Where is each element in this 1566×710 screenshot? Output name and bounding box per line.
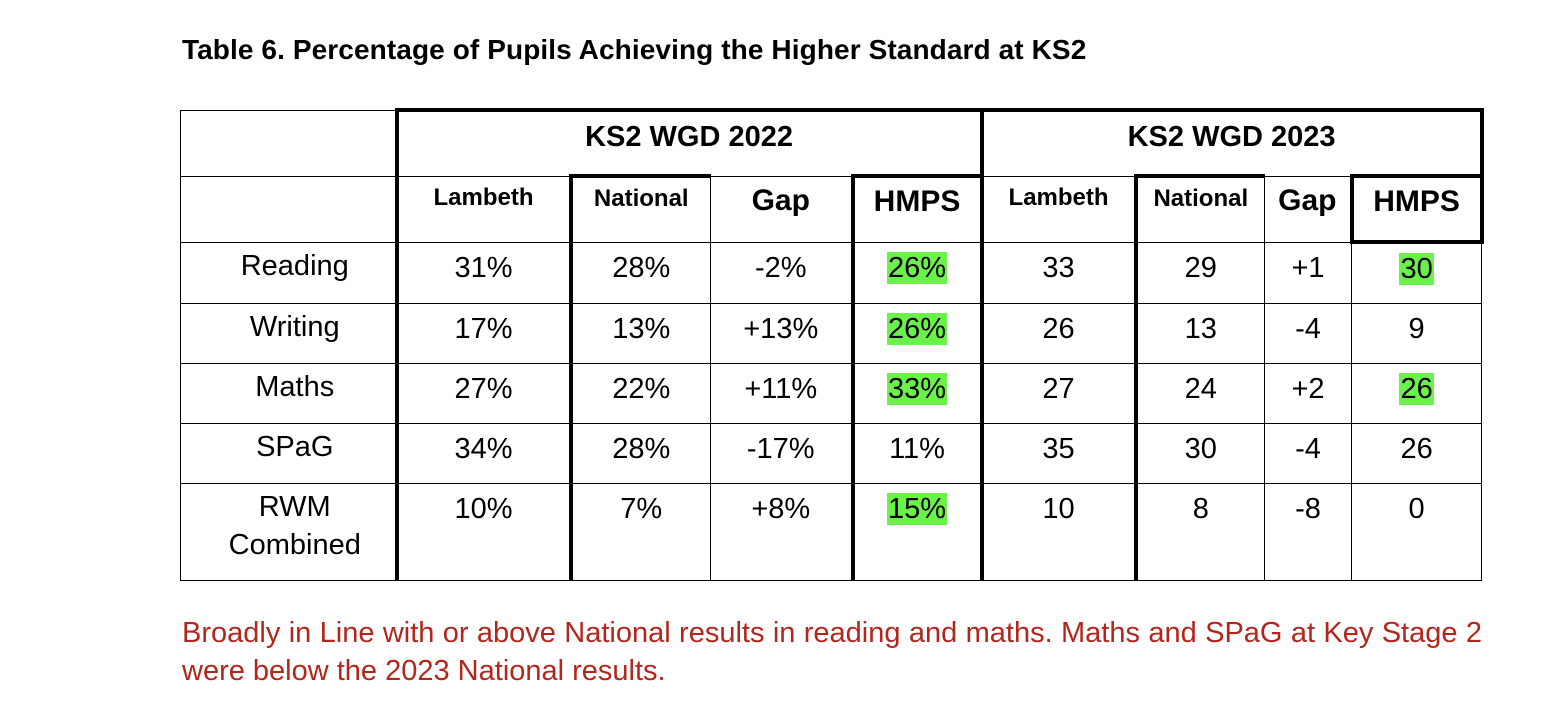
table-cell: 10 [979, 483, 1137, 581]
table-cell: -4 [1264, 303, 1353, 364]
group-header-2022: KS2 WGD 2022 [394, 108, 984, 177]
table-cell: 33 [979, 241, 1137, 304]
table-group-header-row: KS2 WGD 2022 KS2 WGD 2023 [180, 108, 1484, 177]
row-label: SPaG [180, 423, 397, 484]
table-column-header-row: Lambeth National Gap HMPS Lambeth Nation… [180, 174, 1484, 244]
table-cell: 28% [568, 423, 711, 484]
table-cell: 11% [850, 423, 983, 484]
column-header: Gap [1264, 175, 1353, 243]
table-cell: 30 [1133, 423, 1266, 484]
table-cell: 7% [568, 483, 711, 581]
highlighted-value: 26% [887, 313, 948, 345]
column-header: National [1133, 174, 1266, 243]
table-cell: 0 [1351, 483, 1483, 581]
row-label: Writing [180, 303, 397, 364]
table-cell: 26 [1351, 363, 1483, 424]
table-cell: +1 [1264, 241, 1353, 304]
column-header: Gap [710, 175, 853, 243]
column-header: HMPS [1349, 174, 1484, 244]
table-cell: -8 [1264, 483, 1353, 581]
highlighted-value: 26% [887, 251, 948, 284]
table-cell: -4 [1264, 423, 1353, 484]
table-cell: 27% [394, 363, 571, 424]
row-label: Reading [180, 241, 397, 304]
table-cell: 9 [1351, 303, 1483, 364]
table-cell: 26% [850, 303, 983, 364]
empty-corner-cell [180, 109, 397, 177]
column-header: Lambeth [394, 175, 571, 243]
table-cell: 13 [1133, 303, 1266, 364]
row-label: Maths [180, 363, 397, 424]
table-cell: 8 [1133, 483, 1266, 581]
highlighted-value: 30 [1399, 253, 1434, 285]
table-cell: -17% [710, 423, 853, 484]
table-row: RWM Combined 10% 7% +8% 15% 10 8 -8 0 [180, 483, 1483, 581]
table-cell: 27 [979, 363, 1137, 424]
table-cell: 22% [568, 363, 711, 424]
table-cell: 13% [568, 303, 711, 364]
table-cell: -2% [710, 241, 853, 304]
group-header-label: KS2 WGD 2022 [585, 121, 793, 153]
empty-label-header-cell [180, 175, 397, 243]
highlighted-value: 33% [887, 373, 948, 405]
table-row: Writing 17% 13% +13% 26% 26 13 -4 9 [180, 303, 1483, 364]
table-row: Maths 27% 22% +11% 33% 27 24 +2 26 [180, 363, 1483, 424]
row-label: RWM Combined [180, 483, 397, 581]
table-cell: 17% [394, 303, 571, 364]
results-table: KS2 WGD 2022 KS2 WGD 2023 Lambeth Nation… [180, 108, 1484, 581]
table-cell: 26 [979, 303, 1137, 364]
table-cell: 24 [1133, 363, 1266, 424]
column-header: National [568, 174, 711, 243]
table-title: Table 6. Percentage of Pupils Achieving … [182, 34, 1087, 65]
group-header-2023: KS2 WGD 2023 [979, 108, 1484, 177]
table-cell: +2 [1264, 363, 1353, 424]
group-header-label: KS2 WGD 2023 [1127, 121, 1336, 153]
highlighted-value: 15% [887, 493, 948, 525]
table-cell: 10% [394, 483, 571, 581]
highlighted-value: 26 [1399, 373, 1434, 405]
table-cell: 30 [1351, 241, 1483, 304]
table-cell: +13% [710, 303, 853, 364]
table-cell: 31% [394, 241, 571, 304]
table-cell: 26 [1351, 423, 1483, 484]
table-cell: 35 [979, 423, 1137, 484]
table-cell: 34% [394, 423, 571, 484]
table-cell: 15% [850, 483, 983, 581]
table-cell: +11% [710, 363, 853, 424]
table-cell: 28% [568, 241, 711, 304]
commentary-note: Broadly in Line with or above National r… [182, 617, 1482, 687]
table-row: Reading 31% 28% -2% 26% 33 29 +1 30 [180, 241, 1483, 304]
column-header: HMPS [850, 174, 984, 243]
table-row: SPaG 34% 28% -17% 11% 35 30 -4 26 [180, 423, 1483, 484]
table-cell: 26% [850, 241, 983, 304]
table-cell: +8% [710, 483, 853, 581]
table-cell: 29 [1133, 241, 1266, 304]
column-header: Lambeth [979, 175, 1137, 243]
table-cell: 33% [850, 363, 983, 424]
